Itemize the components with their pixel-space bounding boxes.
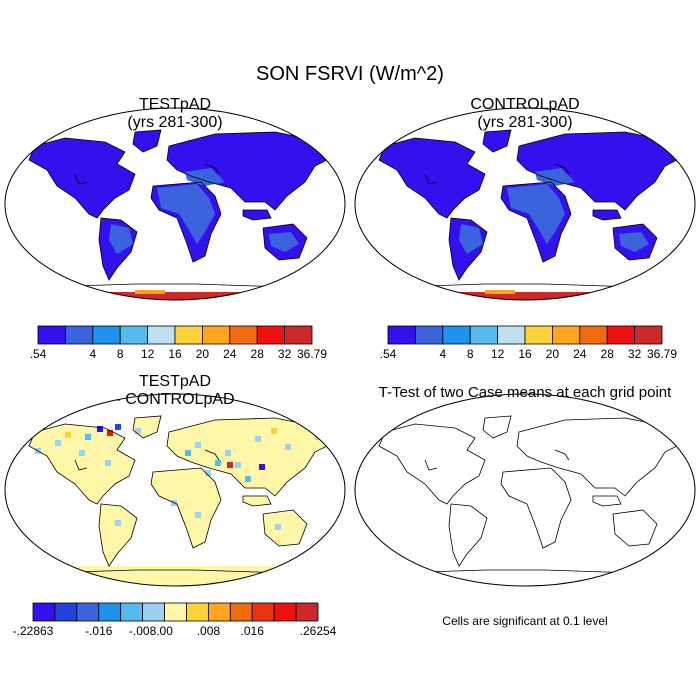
- colorbar-difference-label: -.22863: [13, 624, 54, 638]
- colorbar-test-label: 16: [168, 347, 182, 361]
- panel-title-ttest: T-Test of two Case means at each grid po…: [355, 384, 695, 402]
- colorbar-control-label: 36.79: [647, 347, 677, 361]
- colorbar-difference-swatch: [207, 602, 231, 622]
- colorbar-test: .54 4 8 12 16 20 24 28 32 36.79: [30, 325, 327, 361]
- panel-title-control-line2: (yrs 281-300): [477, 114, 573, 131]
- colorbar-difference-swatch: [229, 602, 253, 622]
- colorbar-test-swatch: [229, 325, 258, 345]
- panel-title-ttest-line1: T-Test of two Case means at each grid po…: [378, 384, 672, 401]
- colorbar-difference-label: -.016: [85, 624, 113, 638]
- colorbar-control-label: 28: [601, 347, 615, 361]
- colorbar-control-label: .54: [380, 347, 397, 361]
- colorbar-control-swatch: [387, 325, 416, 345]
- colorbar-difference-swatch: [164, 602, 187, 622]
- map-control: [354, 107, 696, 301]
- colorbar-difference-swatch: [295, 602, 319, 622]
- colorbar-test-label: 28: [251, 347, 265, 361]
- colorbar-test-swatch: [256, 325, 286, 345]
- colorbar-difference-swatch: [98, 602, 122, 622]
- colorbar-control-swatch: [524, 325, 553, 345]
- colorbar-test-label: 8: [117, 347, 124, 361]
- colorbar-control-label: 4: [439, 347, 446, 361]
- colorbar-difference-label: .26254: [300, 624, 337, 638]
- colorbar-test-label: 12: [141, 347, 155, 361]
- colorbar-test-label: 36.79: [297, 347, 327, 361]
- colorbar-test-swatch: [37, 325, 66, 345]
- colorbar-test-swatch: [174, 325, 203, 345]
- colorbar-control-swatch: [606, 325, 636, 345]
- colorbar-control-swatch: [414, 325, 444, 345]
- colorbar-difference-label: .00: [156, 624, 173, 638]
- panel-title-diff-line1: TESTpAD: [138, 373, 211, 390]
- colorbar-control: .54 4 8 12 16 20 24 28 32 36.79: [380, 325, 677, 361]
- colorbar-difference-label: .016: [241, 624, 265, 638]
- colorbar-control-swatch: [469, 325, 499, 345]
- colorbar-difference-label: -.008: [129, 624, 157, 638]
- colorbar-control-swatch: [497, 325, 526, 345]
- colorbar-test-label: .54: [30, 347, 47, 361]
- map-difference: [4, 393, 346, 587]
- map-test: [4, 107, 346, 301]
- panel-title-test-line2: (yrs 281-300): [127, 114, 223, 131]
- colorbar-control-label: 16: [518, 347, 532, 361]
- colorbar-control-label: 20: [546, 347, 560, 361]
- colorbar-test-swatch: [147, 325, 176, 345]
- colorbar-control-label: 12: [491, 347, 505, 361]
- colorbar-test-swatch: [92, 325, 121, 345]
- map-ttest: [354, 393, 696, 587]
- significance-note: Cells are significant at 0.1 level: [442, 614, 608, 628]
- colorbar-difference-swatch: [54, 602, 78, 622]
- colorbar-difference-swatch: [186, 602, 209, 622]
- colorbar-control-label: 32: [628, 347, 642, 361]
- colorbar-control-swatch: [579, 325, 608, 345]
- colorbar-test-label: 20: [196, 347, 210, 361]
- colorbar-difference: -.22863 -.016 -.008.00 .008 .016 .26254: [13, 602, 337, 638]
- figure-title: SON FSRVI (W/m^2): [256, 63, 444, 85]
- colorbar-test-label: 32: [278, 347, 292, 361]
- colorbar-test-label: 4: [89, 347, 96, 361]
- colorbar-difference-swatch: [76, 602, 100, 622]
- colorbar-difference-swatch: [273, 602, 297, 622]
- colorbar-test-swatch: [201, 325, 231, 345]
- colorbar-test-swatch: [284, 325, 313, 345]
- colorbar-difference-swatch: [120, 602, 144, 622]
- colorbar-control-swatch: [634, 325, 663, 345]
- colorbar-control-label: 8: [467, 347, 474, 361]
- colorbar-difference-swatch: [251, 602, 275, 622]
- colorbar-control-swatch: [552, 325, 581, 345]
- colorbar-test-swatch: [65, 325, 94, 345]
- colorbar-difference-label: .008: [197, 624, 221, 638]
- colorbar-control-swatch: [442, 325, 471, 345]
- colorbar-test-swatch: [119, 325, 148, 345]
- colorbar-test-label: 24: [223, 347, 237, 361]
- colorbar-difference-swatch: [142, 602, 165, 622]
- colorbar-difference-swatch: [32, 602, 56, 622]
- colorbar-control-label: 24: [573, 347, 587, 361]
